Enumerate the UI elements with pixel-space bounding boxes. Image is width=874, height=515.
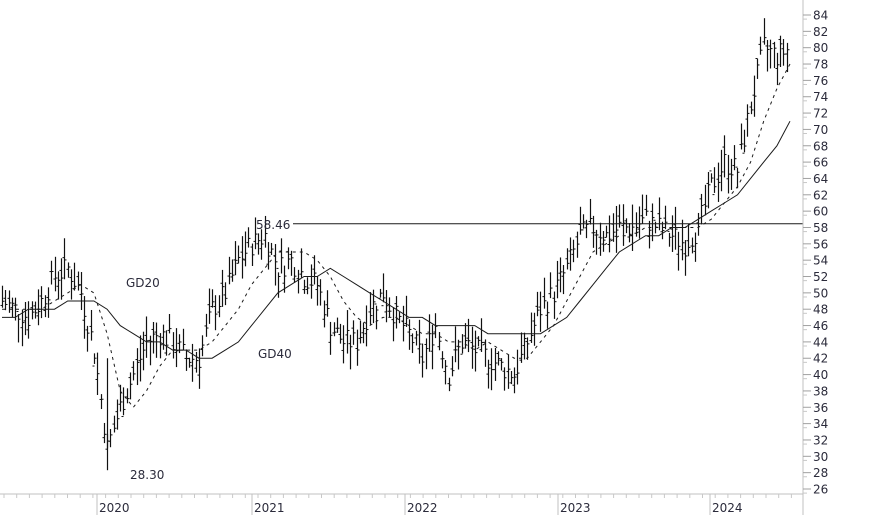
svg-text:32: 32 [813,433,828,447]
svg-text:38: 38 [813,384,828,398]
svg-text:46: 46 [813,319,828,333]
svg-text:50: 50 [813,286,828,300]
svg-text:52: 52 [813,270,828,284]
svg-text:2022: 2022 [407,501,438,515]
gd40-label: GD40 [258,347,292,361]
svg-text:58: 58 [813,221,828,235]
svg-text:44: 44 [813,335,828,349]
svg-text:2020: 2020 [99,501,130,515]
svg-text:76: 76 [813,74,828,88]
svg-text:70: 70 [813,123,828,137]
svg-text:28: 28 [813,466,828,480]
svg-text:36: 36 [813,401,828,415]
low-label: 28.30 [130,468,164,482]
svg-text:2024: 2024 [712,501,743,515]
svg-text:40: 40 [813,368,828,382]
svg-text:78: 78 [813,58,828,72]
svg-text:26: 26 [813,483,828,497]
svg-text:60: 60 [813,205,828,219]
svg-text:74: 74 [813,90,828,104]
svg-text:80: 80 [813,41,828,55]
svg-text:84: 84 [813,9,828,23]
y-axis: 26 28 30 32 34 36 38 40 42 44 46 48 50 52 54 56 58 60 62 64… [802,0,828,515]
svg-text:66: 66 [813,156,828,170]
svg-text:68: 68 [813,139,828,153]
svg-text:48: 48 [813,303,828,317]
svg-text:2021: 2021 [254,501,285,515]
gd40-moving-average-line [2,120,791,359]
x-axis: 2020 2021 2022 2023 2024 [0,493,803,515]
svg-text:30: 30 [813,450,828,464]
svg-text:64: 64 [813,172,828,186]
svg-text:82: 82 [813,25,828,39]
gd20-moving-average-line [2,63,791,409]
svg-text:34: 34 [813,417,828,431]
svg-text:62: 62 [813,188,828,202]
svg-text:2023: 2023 [560,501,591,515]
svg-text:42: 42 [813,352,828,366]
gd20-label: GD20 [126,276,160,290]
svg-text:54: 54 [813,254,828,268]
svg-text:72: 72 [813,107,828,121]
resistance-label: 58.46 [256,218,290,232]
price-bars [0,18,790,471]
svg-text:56: 56 [813,237,828,251]
